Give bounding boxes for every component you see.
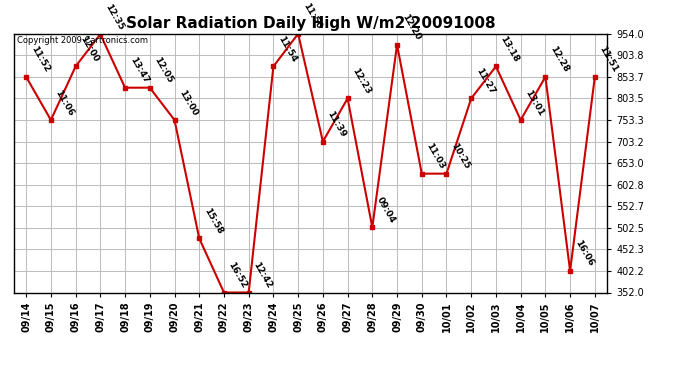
Text: 12:35: 12:35 (103, 2, 125, 32)
Text: 16:06: 16:06 (573, 239, 595, 268)
Text: Copyright 2009 Cartronics.com: Copyright 2009 Cartronics.com (17, 36, 148, 45)
Text: 11:27: 11:27 (474, 66, 496, 96)
Text: 13:00: 13:00 (177, 88, 199, 117)
Text: 16:52: 16:52 (227, 260, 249, 290)
Text: 12:20: 12:20 (400, 13, 422, 42)
Text: 11:51: 11:51 (598, 45, 620, 74)
Text: 13:47: 13:47 (128, 56, 150, 85)
Text: 09:04: 09:04 (375, 195, 397, 225)
Title: Solar Radiation Daily High W/m2 20091008: Solar Radiation Daily High W/m2 20091008 (126, 16, 495, 31)
Text: 13:01: 13:01 (524, 88, 546, 117)
Text: 12:23: 12:23 (351, 66, 373, 96)
Text: 11:03: 11:03 (424, 142, 446, 171)
Text: 11:39: 11:39 (326, 110, 348, 139)
Text: 13:18: 13:18 (499, 34, 521, 64)
Text: 12:42: 12:42 (251, 260, 274, 290)
Text: 12:00: 12:00 (79, 34, 100, 64)
Text: 11:52: 11:52 (29, 45, 51, 74)
Text: 10:25: 10:25 (449, 142, 471, 171)
Text: 11:54: 11:54 (276, 34, 298, 64)
Text: 12:05: 12:05 (152, 56, 175, 85)
Text: 11:06: 11:06 (54, 88, 76, 117)
Text: 11:50: 11:50 (301, 2, 323, 31)
Text: 12:28: 12:28 (548, 45, 570, 74)
Text: 15:58: 15:58 (202, 206, 224, 236)
